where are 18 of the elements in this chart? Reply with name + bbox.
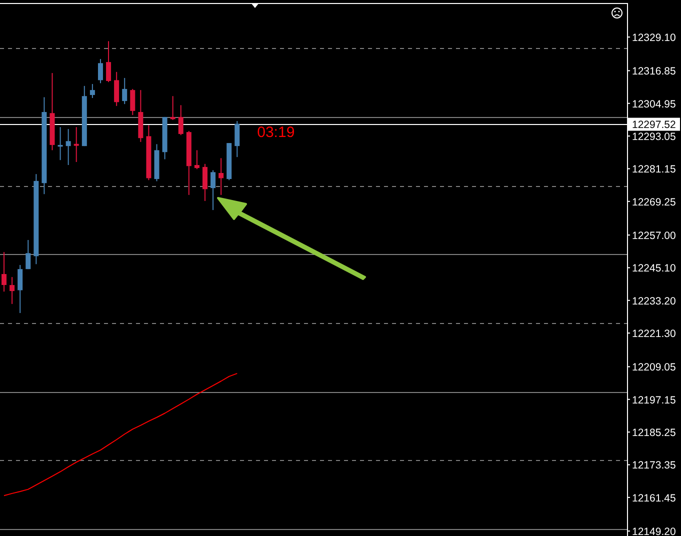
y-tick-label: 12281.15 bbox=[632, 164, 676, 176]
y-tick-label: 12173.35 bbox=[632, 460, 676, 472]
y-tick-label: 12197.15 bbox=[632, 394, 676, 406]
y-tick-label: 12269.25 bbox=[632, 196, 676, 208]
y-tick-label: 12185.25 bbox=[632, 427, 676, 440]
y-tick-label: 12245.10 bbox=[632, 262, 676, 275]
y-tick-label: 12257.00 bbox=[632, 230, 676, 242]
ref-line-label: 12297.52 bbox=[632, 118, 676, 131]
y-tick-label: 12209.05 bbox=[632, 362, 676, 374]
annotation: 03:19 bbox=[257, 124, 295, 141]
y-tick-label: 12149.20 bbox=[632, 526, 676, 536]
y-tick-label: 12161.45 bbox=[632, 492, 676, 504]
y-tick-label: 12329.10 bbox=[632, 32, 676, 44]
y-tick-label: 12304.95 bbox=[632, 98, 676, 110]
y-tick-label: 12221.30 bbox=[632, 328, 676, 340]
y-tick-label: 12316.85 bbox=[632, 66, 676, 78]
y-tick-label: 12293.05 bbox=[632, 131, 676, 144]
y-tick-label: 12233.20 bbox=[632, 295, 676, 308]
